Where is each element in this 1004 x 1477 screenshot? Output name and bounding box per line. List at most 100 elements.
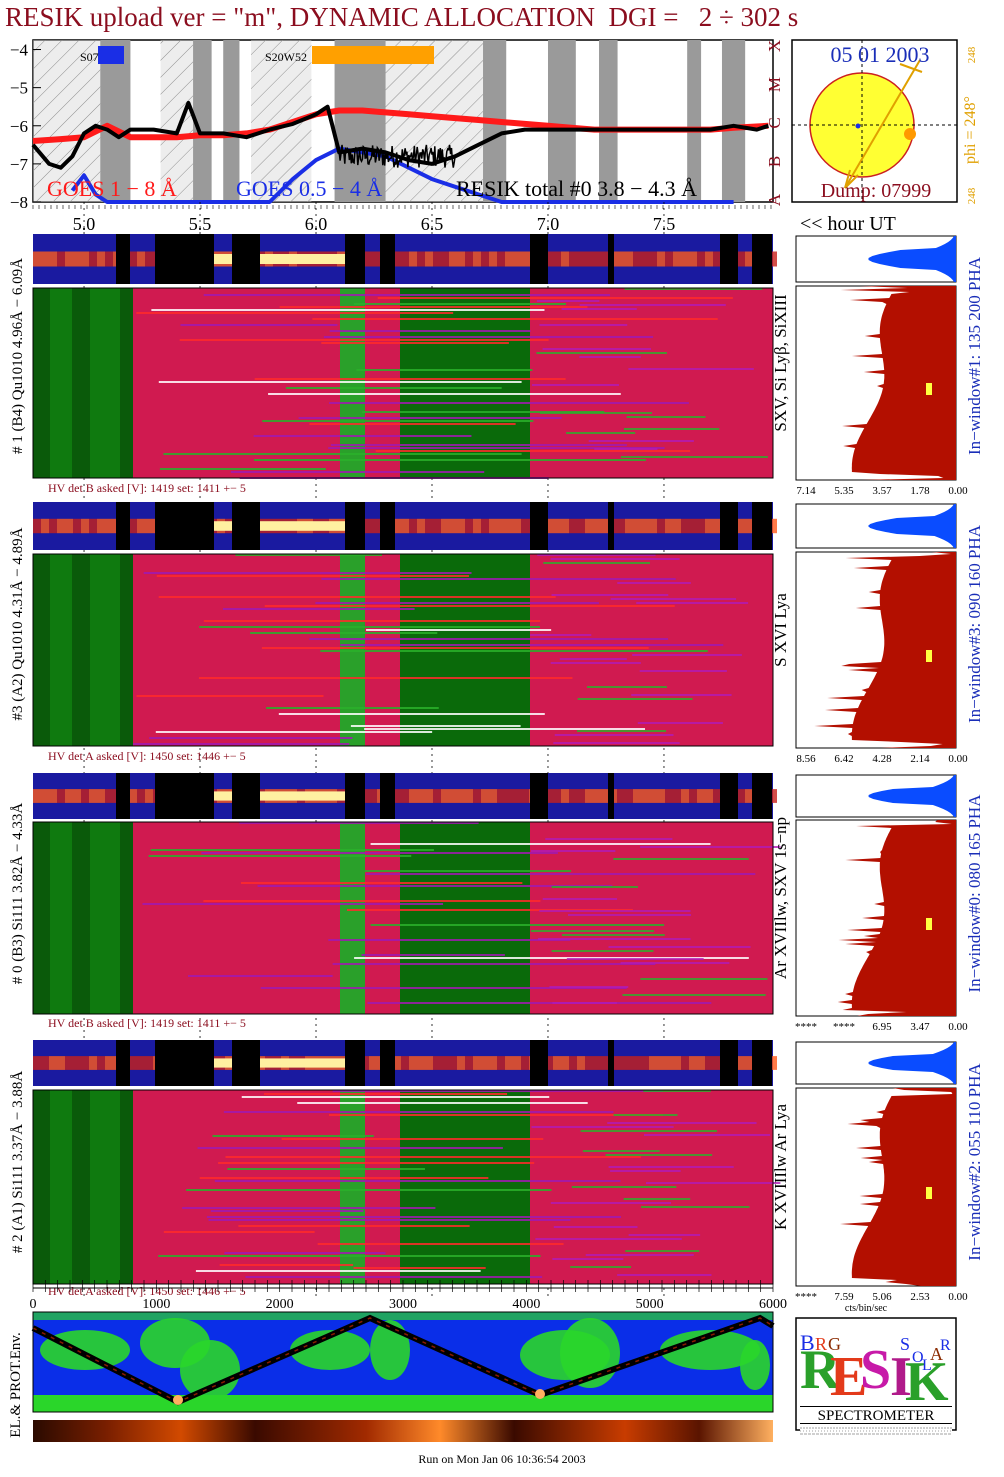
seconds-axis: 0 1000 2000 3000 4000 5000 6000 [30,1280,787,1312]
hour-grid-lines [32,202,772,1300]
line-label: SXV, Si Lyβ, SiXIII [771,294,790,432]
svg-text:K: K [905,1351,949,1413]
spectrum-scale-label: 8.56 [796,753,816,765]
page-title: RESIK upload ver = "m", DYNAMIC ALLOCATI… [5,2,799,32]
svg-text:G: G [828,1334,841,1354]
goes-background-shading [33,40,746,202]
sun-dump: Dump: 07999 [821,180,932,202]
goes-class-letters: X M C B A [765,40,784,206]
window-label: In−window#1: 135 200 PHA [965,256,984,455]
detector-panel-1: HV det A asked [V]: 1450 set: 1446 +− 5 #… [10,502,984,765]
window-marker [926,383,932,395]
spectrum-scale-label: 0.00 [948,485,968,497]
y-tick-label: −4 [10,41,29,60]
resik-logo: R E S I K B R G S O L A R SPECTROMETER [795,1317,957,1436]
resik-noise [338,144,456,168]
hour-tick-label: 7.0 [537,214,560,234]
hv-label: HV det B asked [V]: 1419 set: 1411 +− 5 [48,1016,246,1030]
window-marker [926,918,932,930]
legend-goes-short: GOES 0.5 − 4 Å [236,176,382,201]
spectrum-fill [837,820,956,1016]
detector-panel-3: HV det A asked [V]: 1450 set: 1446 +− 5 #… [10,1040,984,1314]
hv-label: HV det B asked [V]: 1419 set: 1411 +− 5 [48,481,246,495]
sun-phi-label: phi = 248° [962,96,979,164]
shade-band [160,40,194,202]
shade-band [223,40,240,202]
window-marker [926,1187,932,1199]
sun-active-region-orange [904,128,916,140]
particle-strip [33,1420,773,1442]
shade-band [687,40,702,202]
window-marker [926,650,932,662]
line-label: K XVIIIlw Ar Lya [771,1104,790,1231]
svg-text:S: S [900,1334,910,1354]
seconds-tick-label: 3000 [389,1297,417,1312]
spectrum-scale-label: 2.14 [910,753,930,765]
line-label: Ar XVIIlw, SXV 1s−np [771,817,790,979]
orbit-track [31,1314,775,1406]
region-s20w52-label: S20W52 [265,50,307,64]
goes-y-tick-labels: −4 −5 −6 −7 −8 [10,41,41,212]
seconds-tick-label: 5000 [636,1297,664,1312]
hour-tick-label: 6.0 [305,214,328,234]
seconds-tick-label: 2000 [266,1297,294,1312]
spectrum-scale-label: 6.42 [834,753,853,765]
window-label: In−window#3: 090 160 PHA [965,524,984,723]
spectrum-scale-label: 0.00 [948,753,968,765]
spectrum-scale-label: 4.28 [872,753,892,765]
spectrum-scale-label: **** [795,1291,817,1303]
pha-fill [868,775,956,817]
y-tick-label: −8 [10,193,28,212]
hv-label: HV det A asked [V]: 1450 set: 1446 +− 5 [48,1284,246,1298]
y-tick-label: −6 [10,117,28,136]
svg-text:B: B [800,1330,815,1355]
sun-phi-top: 248 [966,46,978,63]
detector-label: # 2 (A1) Si111 3.37Å − 3.88Å [10,1071,26,1254]
series-line-2 [31,100,770,170]
shade-band [385,40,451,202]
sun-phi-bottom: 248 [966,187,978,204]
spectrum-scale-unit: cts/bin/sec [845,1303,888,1314]
svg-text:L: L [922,1357,932,1374]
sun-pointing-arrow [844,59,921,189]
detector-panel-2: HV det B asked [V]: 1419 set: 1411 +− 5 #… [10,773,984,1033]
spectrum-fill [840,286,956,480]
spectrum-scale-label: 7.14 [796,485,816,497]
spectrum-scale-label: 3.47 [910,1021,930,1033]
seconds-tick-label: 0 [30,1297,37,1312]
detector-label: # 0 (B3) Si111 3.82Å − 4.33Å [10,803,26,985]
spectrum-scale-label: 2.53 [910,1291,930,1303]
svg-text:E: E [830,1346,867,1408]
spectrum-fill [840,1088,956,1286]
spectrum-scale-label: 5.06 [872,1291,892,1303]
flare-class-letter: A [765,193,784,206]
active-region-markers: S07 S20W52 [80,46,434,64]
spectrum-scale-label: 7.59 [834,1291,854,1303]
legend-resik: RESIK total #0 3.8 − 4.3 Å [456,176,697,201]
svg-text:A: A [930,1344,943,1364]
shade-band [721,40,746,202]
spectrum-scale-label: 0.00 [948,1291,968,1303]
flare-class-letter: X [765,40,784,52]
window-label: In−window#2: 055 110 PHA [965,1063,984,1261]
y-tick-label: −5 [10,79,28,98]
environment-map [31,1311,775,1442]
line-label: S XVI Lya [771,593,790,667]
logo-caption: SPECTROMETER [818,1408,935,1424]
spectrum-scale-label: 0.00 [948,1021,968,1033]
spectrum-scale-label: **** [795,1021,817,1033]
hour-tick-label: 6.5 [421,214,444,234]
hour-tick-label: 5.0 [73,214,96,234]
shade-band [193,40,212,202]
hv-label: HV det A asked [V]: 1450 set: 1446 +− 5 [48,749,246,763]
flare-class-letter: B [765,156,784,167]
region-s20w52-marker [312,46,434,64]
detector-label: # 1 (B4) Qu1010 4.96Å − 6.09Å [10,258,26,454]
detector-label: #3 (A2) Qu1010 4.31Å − 4.89Å [10,527,26,720]
hour-tick-label: 7.5 [653,214,676,234]
footer-timestamp: Run on Mon Jan 06 10:36:54 2003 [418,1452,586,1466]
goes-lightcurve-panel: −4 −5 −6 −7 −8 X M C B A S07 S20W52 [10,39,784,212]
hour-tick-label: 5.5 [189,214,212,234]
window-label: In−window#0: 080 165 PHA [965,794,984,993]
